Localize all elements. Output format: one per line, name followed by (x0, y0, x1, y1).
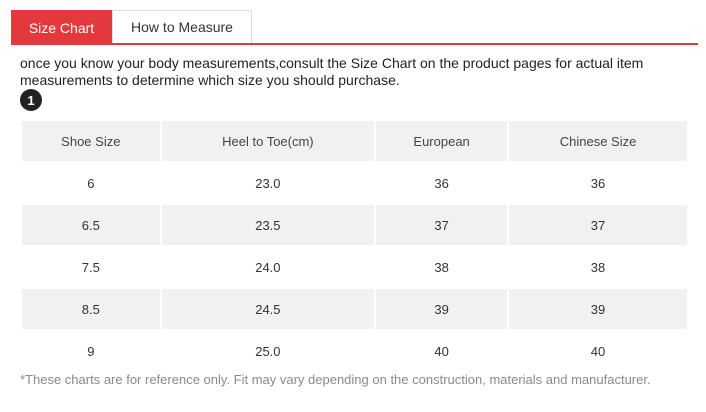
cell-chinese-size: 39 (509, 289, 687, 329)
cell-shoe-size: 6.5 (22, 205, 160, 245)
tab-size-chart[interactable]: Size Chart (11, 10, 112, 45)
cell-chinese-size: 38 (509, 247, 687, 287)
cell-european: 39 (376, 289, 508, 329)
cell-european: 38 (376, 247, 508, 287)
cell-shoe-size: 9 (22, 331, 160, 371)
cell-heel-to-toe: 23.0 (161, 163, 375, 203)
table-row: 9 25.0 40 40 (22, 331, 687, 371)
size-chart-table: Shoe Size Heel to Toe(cm) European Chine… (20, 119, 689, 373)
cell-chinese-size: 37 (509, 205, 687, 245)
header-european: European (376, 121, 508, 161)
intro-text: once you know your body measurements,con… (20, 55, 644, 88)
header-heel-to-toe: Heel to Toe(cm) (161, 121, 375, 161)
cell-chinese-size: 36 (509, 163, 687, 203)
cell-european: 37 (376, 205, 508, 245)
cell-shoe-size: 7.5 (22, 247, 160, 287)
table-row: 7.5 24.0 38 38 (22, 247, 687, 287)
table-row: 6.5 23.5 37 37 (22, 205, 687, 245)
cell-heel-to-toe: 23.5 (161, 205, 375, 245)
cell-european: 40 (376, 331, 508, 371)
cell-heel-to-toe: 24.5 (161, 289, 375, 329)
tab-how-to-measure[interactable]: How to Measure (112, 10, 252, 43)
tab-underline (11, 43, 698, 45)
table-row: 8.5 24.5 39 39 (22, 289, 687, 329)
tab-bar: Size Chart How to Measure (11, 10, 698, 45)
cell-chinese-size: 40 (509, 331, 687, 371)
cell-european: 36 (376, 163, 508, 203)
cell-heel-to-toe: 25.0 (161, 331, 375, 371)
cell-heel-to-toe: 24.0 (161, 247, 375, 287)
cell-shoe-size: 8.5 (22, 289, 160, 329)
cell-shoe-size: 6 (22, 163, 160, 203)
header-chinese-size: Chinese Size (509, 121, 687, 161)
step-number-badge: 1 (20, 89, 42, 111)
table-header-row: Shoe Size Heel to Toe(cm) European Chine… (22, 121, 687, 161)
table-row: 6 23.0 36 36 (22, 163, 687, 203)
header-shoe-size: Shoe Size (22, 121, 160, 161)
footnote-disclaimer: *These charts are for reference only. Fi… (20, 372, 651, 387)
